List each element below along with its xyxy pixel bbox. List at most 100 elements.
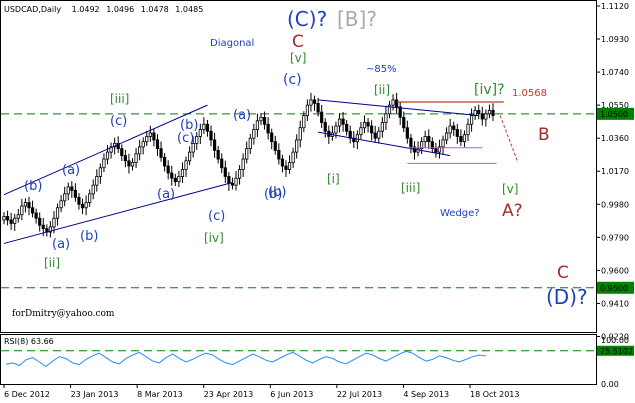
candle-body <box>9 219 13 224</box>
candle-body <box>38 217 42 226</box>
ohlc-open: 1.0492 <box>72 5 100 14</box>
candle-body <box>320 111 324 123</box>
date-axis: 6 Dec 2012 23 Jan 2013 8 Mar 2013 23 Apr 20… <box>3 384 519 399</box>
candle-body <box>405 127 409 139</box>
candle-body <box>73 189 77 198</box>
candle-body <box>166 165 170 174</box>
date-tick-label: 6 Jun 2013 <box>270 390 313 399</box>
candle-body <box>252 129 256 139</box>
candle-body <box>398 106 402 118</box>
candle-body <box>262 116 267 125</box>
candle-body <box>270 132 274 143</box>
rsi-level-badge <box>597 345 634 356</box>
candle-body <box>337 118 342 127</box>
candle-body <box>362 122 367 129</box>
label-iii-right: [iii] <box>401 181 420 195</box>
date-tick-label: 23 Apr 2013 <box>204 390 253 399</box>
candle-body <box>316 103 320 113</box>
candle-body <box>63 193 67 202</box>
candle-body <box>487 109 492 115</box>
label-iv-q: [iv]? <box>474 82 505 98</box>
candle-body <box>184 160 188 170</box>
candle-body <box>305 104 309 116</box>
candle-body <box>84 202 88 209</box>
label-C-primary: (C)? <box>287 7 327 31</box>
candle-body <box>480 113 484 120</box>
date-tick-label: 4 Sep 2013 <box>403 390 449 399</box>
candle-body <box>259 116 263 122</box>
label-a-left: (a) <box>62 163 80 178</box>
candle-body <box>437 146 442 153</box>
candle-body <box>77 196 81 205</box>
candle-body <box>441 139 445 148</box>
candle-body <box>377 130 381 139</box>
candle-body <box>477 109 481 115</box>
candle-body <box>59 200 63 209</box>
price-badge-label: 1.0500 <box>600 110 628 119</box>
candle-body <box>216 149 220 160</box>
date-tick-label: 8 Mar 2013 <box>137 390 183 399</box>
candle-body <box>423 136 427 143</box>
candle-body <box>27 202 31 209</box>
candle-body <box>180 169 185 177</box>
candle-body <box>20 205 24 216</box>
candle-body <box>273 141 277 151</box>
price-tick-label: 0.9980 <box>601 200 629 209</box>
label-iv-mid: [iv] <box>204 231 224 245</box>
candle-body <box>359 127 363 136</box>
price-tick-label: 1.0550 <box>601 101 629 110</box>
price-badge-bg <box>597 281 634 294</box>
candle-body <box>277 149 281 160</box>
candle-body <box>123 155 127 162</box>
label-a-mid: (a) <box>233 108 251 123</box>
candle-body <box>420 141 424 150</box>
candle-body <box>152 132 156 141</box>
candle-body <box>452 125 456 130</box>
candle-body <box>302 115 306 129</box>
candle-body <box>220 158 224 169</box>
candle-body <box>198 129 202 137</box>
label-a-low: (a) <box>157 187 175 202</box>
candle-body <box>130 162 135 167</box>
candle-body <box>434 148 438 153</box>
candle-body <box>230 183 235 186</box>
label-i-right: [i] <box>327 172 340 186</box>
candle-body <box>70 186 74 191</box>
candle-body <box>145 136 149 143</box>
candle-body <box>2 216 6 221</box>
candle-body <box>280 158 285 167</box>
label-v-top: [v] <box>290 51 306 65</box>
label-b-mid2: (b) <box>80 229 98 244</box>
candle-body <box>95 176 99 186</box>
candle-body <box>448 125 452 134</box>
candle-body <box>52 217 56 228</box>
date-tick-label: 18 Oct 2013 <box>470 390 519 399</box>
candle-body <box>391 99 395 106</box>
candle-body <box>245 148 249 160</box>
candle-body <box>227 176 231 184</box>
price-badge-bg <box>597 107 634 120</box>
candle-body <box>323 122 327 132</box>
label-iii-left: [iii] <box>110 92 129 106</box>
diagonal-lower-line <box>3 182 233 244</box>
candle-body <box>223 167 227 177</box>
candle-body <box>355 134 359 143</box>
candle-body <box>287 162 292 170</box>
candle-body <box>163 156 167 167</box>
price-tick-label: 1.0360 <box>601 134 629 143</box>
candle-body <box>395 99 399 108</box>
price-tick-label: 1.0930 <box>601 35 629 44</box>
label-c-low: (c) <box>208 209 225 224</box>
candle-body <box>298 127 302 141</box>
label-b-low: (b) <box>268 185 286 200</box>
label-v-right: [v] <box>502 182 518 196</box>
candle-body <box>41 224 45 230</box>
candle-body <box>141 141 145 148</box>
wedge-upper-line <box>318 99 479 117</box>
date-tick-label: 22 Jul 2013 <box>337 390 382 399</box>
candle-body <box>370 125 374 134</box>
ohlc-high: 1.0496 <box>106 5 134 14</box>
diagonal-upper-line <box>3 104 208 196</box>
label-a-mid2: (a) <box>52 237 70 252</box>
